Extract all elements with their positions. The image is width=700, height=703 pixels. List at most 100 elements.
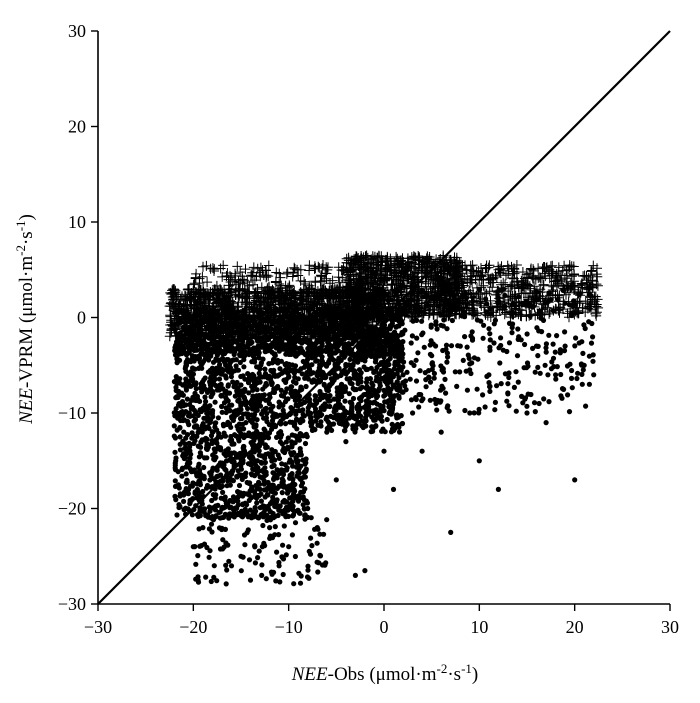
data-point-dot <box>188 451 194 457</box>
data-point-dot <box>535 353 541 359</box>
data-point-dot <box>195 553 201 559</box>
data-point-dot <box>380 426 386 432</box>
data-point-dot <box>297 580 304 586</box>
data-point-dot <box>202 394 208 400</box>
data-point-dot <box>263 348 269 354</box>
data-point-dot <box>317 395 323 402</box>
data-point-dot <box>260 467 266 473</box>
data-point-dot <box>481 322 487 328</box>
data-point-dot <box>197 543 203 549</box>
data-point-dot <box>261 344 267 350</box>
data-point-dot <box>401 359 407 365</box>
data-point-dot <box>219 505 225 512</box>
data-point-dot <box>576 340 582 346</box>
data-point-dot <box>259 453 265 459</box>
data-point-dot <box>396 429 403 435</box>
data-point-dot <box>279 441 285 447</box>
data-point-dot <box>309 543 315 549</box>
data-point-dot <box>372 399 378 405</box>
data-point-dot <box>511 384 517 390</box>
data-point-dot <box>274 549 280 555</box>
data-point-dot <box>185 342 191 348</box>
data-point-dot <box>289 484 295 490</box>
data-point-dot <box>249 406 256 412</box>
data-point-dot <box>407 376 413 382</box>
data-point-dot <box>263 380 269 387</box>
data-point-dot <box>387 390 393 396</box>
data-point-dot <box>177 424 183 431</box>
data-point-dot <box>228 347 234 353</box>
data-point-dot <box>420 330 426 336</box>
data-point-dot <box>233 505 239 511</box>
data-point-dot <box>292 363 299 369</box>
data-point-dot <box>381 448 387 454</box>
data-point-dot <box>181 498 187 504</box>
data-point-dot <box>306 396 313 402</box>
data-point-dot <box>280 542 286 548</box>
data-point-dot <box>467 361 473 367</box>
data-point-dot <box>234 474 240 480</box>
data-point-dot <box>302 461 308 467</box>
data-point-dot <box>416 404 422 410</box>
data-point-dot <box>442 376 448 382</box>
data-point-dot <box>272 351 278 357</box>
data-point-dot <box>506 340 513 346</box>
data-point-dot <box>207 382 214 388</box>
data-point-dot <box>207 341 213 347</box>
data-point-dot <box>492 317 498 323</box>
data-point-dot <box>328 352 334 358</box>
data-point-dot <box>217 341 223 347</box>
data-point-dot <box>206 504 212 510</box>
data-point-dot <box>434 407 440 413</box>
data-point-dot <box>428 338 434 344</box>
data-point-dot <box>468 370 474 377</box>
data-point-dot <box>224 483 230 489</box>
data-point-dot <box>212 503 219 509</box>
data-point-dot <box>209 468 215 474</box>
data-point-dot <box>223 540 229 546</box>
data-point-dot <box>257 481 263 487</box>
data-point-dot <box>421 344 427 350</box>
data-point-dot <box>321 381 327 387</box>
data-point-dot <box>579 371 585 377</box>
data-point-dot <box>276 507 282 513</box>
data-point-dot <box>449 317 455 324</box>
data-point-dot <box>308 371 314 377</box>
data-point-dot <box>535 364 541 370</box>
data-point-dot <box>541 396 547 402</box>
data-point-dot <box>268 342 274 348</box>
data-point-dot <box>318 405 324 411</box>
data-point-dot <box>291 581 297 587</box>
data-point-dot <box>543 349 549 355</box>
data-point-dot <box>240 411 246 417</box>
data-point-dot <box>287 475 293 481</box>
data-point-dot <box>321 531 327 537</box>
data-point-dot <box>352 336 359 342</box>
data-point-dot <box>178 417 184 424</box>
data-point-dot <box>191 358 197 364</box>
data-point-dot <box>438 322 444 328</box>
data-point-dot <box>222 433 229 439</box>
data-point-dot <box>208 521 215 527</box>
data-point-dot <box>254 500 260 506</box>
data-point-dot <box>185 459 191 465</box>
data-point-dot <box>184 396 190 402</box>
data-point-dot <box>257 379 263 385</box>
data-point-dot <box>180 392 186 398</box>
data-point-dot <box>480 335 486 341</box>
data-point-dot <box>250 456 256 462</box>
data-point-dot <box>234 389 240 395</box>
data-point-dot <box>413 357 419 363</box>
data-point-dot <box>341 416 347 422</box>
data-point-dot <box>515 379 521 385</box>
data-point-dot <box>279 461 285 467</box>
data-point-dot <box>238 426 244 432</box>
data-point-dot <box>196 461 202 467</box>
data-point-dot <box>172 352 179 358</box>
data-point-dot <box>174 360 180 366</box>
data-point-dot <box>289 532 295 538</box>
data-point-dot <box>298 573 304 579</box>
data-point-dot <box>349 402 355 408</box>
data-point-dot <box>531 400 538 406</box>
